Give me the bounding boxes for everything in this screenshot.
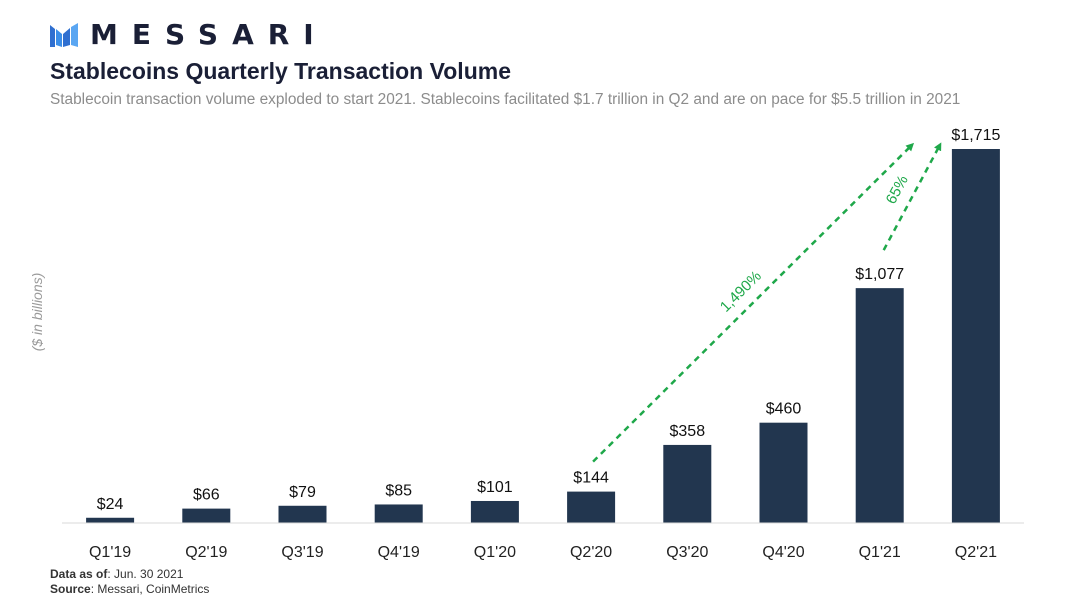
x-tick-label-4: Q1'20 — [474, 544, 516, 561]
bar-3 — [374, 504, 423, 523]
bar-8 — [855, 288, 904, 523]
x-tick-label-9: Q2'21 — [955, 544, 997, 561]
x-tick-label-2: Q3'19 — [281, 544, 323, 561]
bar-1 — [182, 508, 231, 523]
x-tick-label-8: Q1'21 — [859, 544, 901, 561]
bar-5 — [567, 491, 616, 523]
data-as-of: Data as of: Jun. 30 2021 — [50, 567, 184, 581]
bar-0 — [86, 517, 135, 523]
y-axis-label: ($ in billions) — [29, 273, 45, 352]
chart-subtitle: Stablecoin transaction volume exploded t… — [50, 91, 961, 108]
footer: Data as of: Jun. 30 2021 Source: Messari… — [50, 567, 209, 597]
bar-2 — [278, 505, 327, 523]
x-tick-label-0: Q1'19 — [89, 544, 131, 561]
data-label-3: $85 — [385, 482, 412, 499]
growth-arrow-0 — [592, 142, 915, 463]
data-label-8: $1,077 — [855, 266, 904, 283]
data-label-0: $24 — [97, 496, 124, 513]
data-label-4: $101 — [477, 479, 513, 496]
bar-7 — [759, 422, 808, 523]
data-label-5: $144 — [573, 470, 609, 487]
x-tick-label-1: Q2'19 — [185, 544, 227, 561]
bar-4 — [470, 500, 519, 523]
chart-title: Stablecoins Quarterly Transaction Volume — [50, 58, 511, 84]
x-tick-label-5: Q2'20 — [570, 544, 612, 561]
data-label-9: $1,715 — [951, 127, 1000, 144]
data-label-1: $66 — [193, 487, 220, 504]
data-label-7: $460 — [766, 401, 802, 418]
growth-arrow-1 — [882, 142, 942, 251]
data-label-2: $79 — [289, 484, 316, 501]
x-tick-label-7: Q4'20 — [762, 544, 804, 561]
data-label-6: $358 — [670, 423, 706, 440]
source: Source: Messari, CoinMetrics — [50, 582, 210, 596]
bar-9 — [951, 149, 1000, 523]
growth-label-1: 65% — [883, 173, 912, 207]
bar-6 — [663, 444, 712, 523]
brand-name: MESSARI — [90, 18, 328, 51]
x-tick-label-3: Q4'19 — [378, 544, 420, 561]
messari-logo-icon — [50, 22, 78, 47]
brand-header: MESSARI — [50, 18, 328, 51]
growth-label-0: 1,490% — [717, 268, 765, 316]
x-tick-label-6: Q3'20 — [666, 544, 708, 561]
